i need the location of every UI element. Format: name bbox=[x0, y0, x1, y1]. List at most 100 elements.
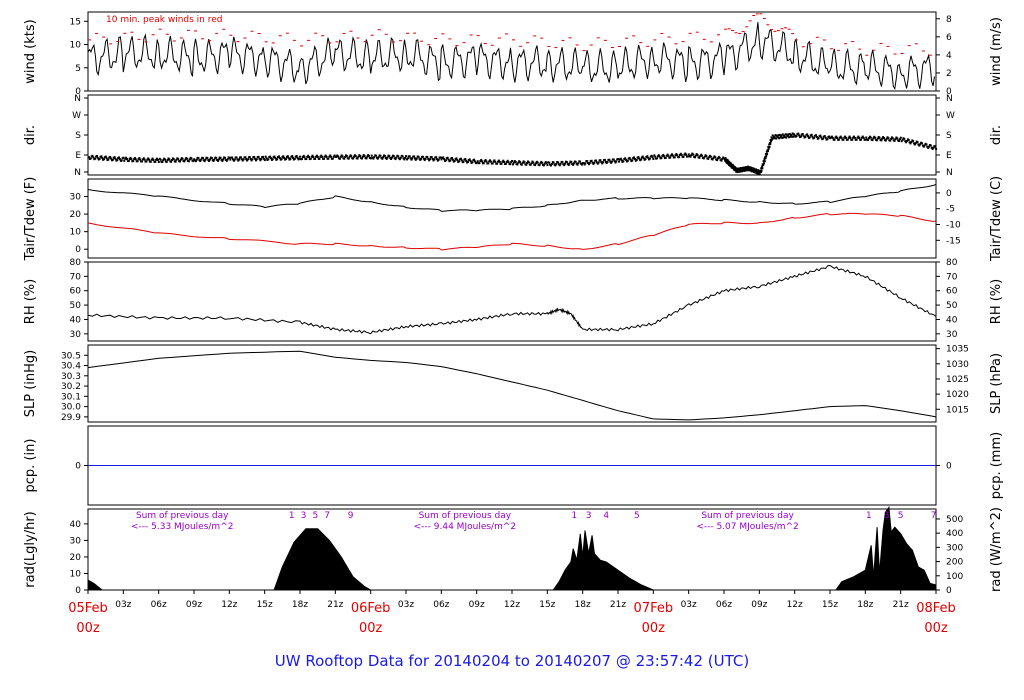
dir-point bbox=[295, 155, 298, 157]
y-label-rad: rad(Lgly/hr) bbox=[23, 511, 38, 587]
dir-point bbox=[159, 158, 162, 161]
dir-point bbox=[735, 170, 738, 173]
dir-point bbox=[476, 160, 479, 163]
dir-point bbox=[682, 155, 685, 158]
dir-point bbox=[521, 161, 524, 164]
dir-point bbox=[626, 159, 629, 162]
y-tick-dir: N bbox=[74, 168, 81, 178]
dir-point bbox=[493, 159, 496, 162]
dir-point bbox=[323, 155, 326, 158]
rad-sum-label: Sum of previous day bbox=[701, 511, 794, 521]
dir-point bbox=[481, 160, 484, 163]
dir-point bbox=[565, 161, 568, 164]
y-tick-right-rh: 80 bbox=[946, 258, 958, 268]
dir-point bbox=[489, 160, 492, 163]
dir-point bbox=[749, 167, 751, 170]
dir-point bbox=[834, 136, 837, 139]
dir-point bbox=[844, 135, 847, 138]
dir-point bbox=[143, 158, 146, 161]
y-tick-right-temp: -10 bbox=[946, 221, 961, 231]
y-tick-rad: 30 bbox=[70, 536, 82, 546]
dir-point bbox=[867, 139, 870, 141]
dir-point bbox=[929, 144, 932, 147]
dir-point bbox=[823, 135, 826, 138]
dir-point bbox=[845, 136, 847, 139]
dir-point bbox=[381, 157, 384, 160]
dir-point bbox=[599, 159, 602, 162]
dir-point bbox=[781, 133, 784, 136]
x-tick-label: 15z bbox=[822, 600, 838, 610]
dir-point bbox=[354, 155, 357, 158]
dir-point bbox=[572, 163, 575, 166]
dir-point bbox=[292, 156, 294, 159]
dir-point bbox=[122, 156, 125, 159]
dir-point bbox=[200, 158, 203, 161]
dir-point bbox=[542, 164, 545, 167]
dir-point bbox=[811, 135, 814, 138]
dir-point bbox=[324, 154, 327, 157]
dir-point bbox=[702, 157, 705, 160]
dir-point bbox=[764, 157, 767, 160]
y-tick-right-slp: 1025 bbox=[946, 375, 969, 385]
y-tick-dir: W bbox=[72, 111, 81, 121]
y-tick-rh: 50 bbox=[70, 301, 82, 311]
dir-point bbox=[590, 159, 593, 162]
dir-point bbox=[906, 140, 908, 142]
dir-point bbox=[532, 161, 535, 164]
dir-point bbox=[195, 158, 198, 161]
dir-point bbox=[650, 154, 653, 157]
rad-hour-label: 1 bbox=[572, 511, 578, 521]
dir-point bbox=[714, 156, 717, 159]
y-tick-temp: 10 bbox=[70, 228, 82, 238]
dir-point bbox=[375, 154, 378, 157]
dir-point bbox=[837, 138, 840, 141]
dir-point bbox=[773, 135, 776, 138]
dir-point bbox=[791, 132, 794, 135]
dir-point bbox=[443, 158, 446, 161]
dir-point bbox=[147, 157, 150, 160]
y-tick-wind: 10 bbox=[70, 41, 82, 51]
dir-point bbox=[231, 156, 234, 159]
dir-point bbox=[612, 158, 615, 161]
y-tick-slp: 30.1 bbox=[61, 392, 81, 402]
y-tick-right-wind: 0 bbox=[946, 87, 952, 97]
y-label-dir: dir. bbox=[23, 125, 38, 145]
dir-point bbox=[744, 168, 746, 170]
dir-point bbox=[614, 161, 617, 164]
dir-point bbox=[188, 158, 191, 161]
y-tick-right-slp: 1020 bbox=[946, 390, 969, 400]
dir-point bbox=[255, 158, 258, 161]
dir-point bbox=[767, 147, 770, 150]
dir-point bbox=[846, 138, 849, 141]
dir-point bbox=[787, 133, 790, 136]
dir-point bbox=[217, 159, 219, 162]
dir-point bbox=[166, 159, 169, 162]
dir-point bbox=[784, 133, 787, 136]
dir-point bbox=[819, 134, 822, 137]
dir-point bbox=[246, 159, 249, 162]
dir-point bbox=[319, 155, 322, 158]
dir-point bbox=[871, 139, 874, 142]
dir-point bbox=[923, 144, 926, 147]
y-tick-right-dir: S bbox=[946, 131, 952, 141]
dir-point bbox=[558, 164, 561, 167]
dir-point bbox=[240, 158, 243, 161]
dir-point bbox=[880, 139, 883, 142]
dir-point bbox=[236, 158, 239, 161]
dir-point bbox=[865, 136, 868, 139]
y-label-rh: RH (%) bbox=[23, 279, 38, 324]
x-tick-label: 09z bbox=[186, 600, 202, 610]
dir-point bbox=[600, 161, 603, 164]
dir-point bbox=[379, 154, 382, 157]
dir-point bbox=[415, 157, 418, 160]
dir-point bbox=[363, 155, 366, 157]
y-tick-slp: 30.2 bbox=[61, 382, 81, 392]
dir-point bbox=[335, 156, 338, 158]
dir-point bbox=[546, 164, 549, 166]
dir-point bbox=[382, 156, 385, 159]
dir-point bbox=[478, 162, 481, 165]
dir-point bbox=[225, 159, 228, 162]
dir-point bbox=[656, 157, 658, 160]
dir-point bbox=[839, 135, 842, 138]
dir-point bbox=[420, 157, 423, 160]
